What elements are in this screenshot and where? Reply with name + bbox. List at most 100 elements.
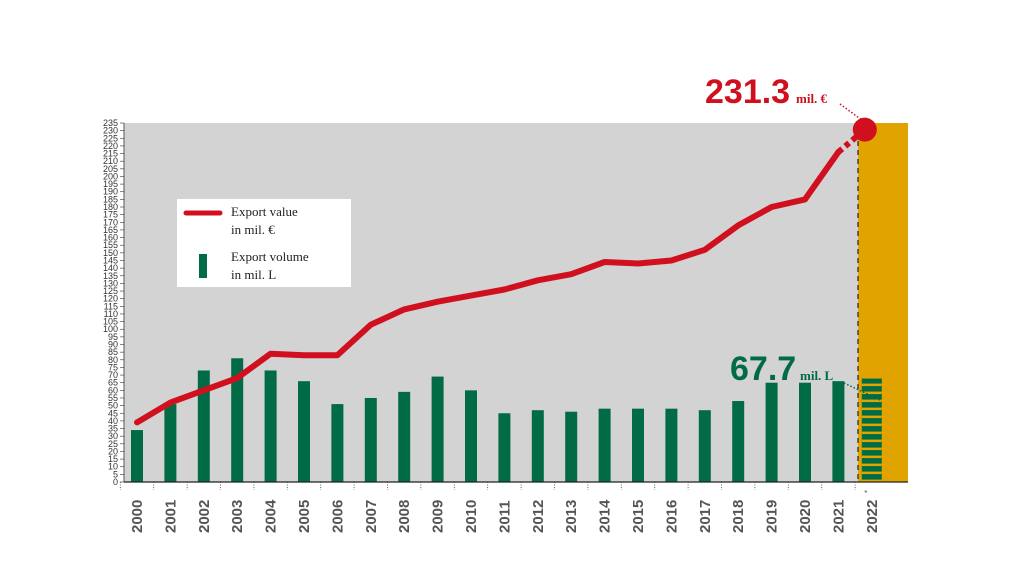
x-tick-label-2009: 2009	[430, 500, 447, 533]
bar-stripe	[861, 463, 882, 467]
axes-layer: 0510152025303540455055606570758085909510…	[103, 118, 908, 533]
x-tick-label-2021: 2021	[830, 500, 847, 533]
y-tick-label: 15	[108, 454, 118, 464]
bar-2006	[331, 404, 344, 482]
x-tick-label-2015: 2015	[630, 500, 647, 533]
bar-2018	[732, 401, 745, 482]
x-tick-label-2018: 2018	[730, 500, 747, 533]
x-tick-label-2006: 2006	[329, 500, 346, 533]
y-tick-label: 65	[108, 378, 118, 388]
x-tick-label-2014: 2014	[597, 499, 614, 533]
bar-stripe	[861, 447, 882, 451]
bar-2010	[465, 390, 477, 482]
y-tick-label: 60	[108, 385, 118, 395]
bar-2005	[298, 381, 310, 482]
bar-2019	[765, 382, 778, 482]
bar-2017	[698, 410, 711, 482]
x-tick-label-2013: 2013	[563, 500, 580, 533]
x-tick-label-2002: 2002	[196, 500, 213, 533]
bar-2008	[398, 391, 411, 482]
bar-stripe	[861, 415, 882, 419]
bar-stripe	[861, 479, 882, 483]
legend-bar-swatch	[199, 254, 207, 278]
y-tick-label: 105	[103, 317, 118, 327]
x-tick-label-2022: 2022	[864, 500, 881, 533]
bar-2021	[832, 381, 845, 482]
y-tick-label: 85	[108, 347, 118, 357]
bar-2004	[264, 370, 277, 482]
x-tick-label-2012: 2012	[530, 500, 547, 533]
bar-2003	[231, 358, 244, 482]
y-tick-label: 55	[108, 393, 118, 403]
y-tick-label: 190	[103, 187, 118, 197]
bar-2020	[799, 382, 811, 482]
bar-2001	[164, 404, 177, 482]
y-tick-label: 230	[103, 126, 118, 136]
bar-2011	[498, 413, 511, 482]
y-tick-label: 130	[103, 278, 118, 288]
y-tick-label: 215	[103, 149, 118, 159]
y-tick-label: 30	[108, 431, 118, 441]
y-tick-label: 135	[103, 271, 118, 281]
y-tick-label: 185	[103, 194, 118, 204]
bar-stripe	[861, 423, 882, 427]
y-tick-label: 220	[103, 141, 118, 151]
bars-layer	[131, 358, 882, 483]
bar-2013	[565, 411, 578, 482]
y-tick-label: 195	[103, 179, 118, 189]
y-tick-label: 50	[108, 401, 118, 411]
x-tick-label-2010: 2010	[463, 500, 480, 533]
y-tick-label: 150	[103, 248, 118, 258]
bar-2000	[131, 430, 143, 482]
y-tick-label: 165	[103, 225, 118, 235]
bar-stripe	[861, 471, 882, 475]
y-tick-label: 205	[103, 164, 118, 174]
bar-2014	[598, 408, 611, 482]
y-tick-label: 170	[103, 217, 118, 227]
bar-stripe	[861, 431, 882, 435]
y-tick-label: 95	[108, 332, 118, 342]
bar-stripe	[861, 407, 882, 411]
x-tick-label-2001: 2001	[162, 500, 179, 533]
bar-2015	[632, 408, 644, 482]
legend: Export value in mil. € Export volume in mil…	[177, 199, 351, 287]
y-tick-label: 110	[104, 309, 118, 319]
y-tick-label: 210	[103, 156, 118, 166]
callout-value-leader	[839, 103, 871, 127]
y-tick-label: 70	[108, 370, 118, 380]
x-tick-label-2003: 2003	[229, 500, 246, 533]
y-tick-label: 115	[104, 301, 118, 311]
x-tick-label-2007: 2007	[363, 500, 380, 533]
point-2022-value	[852, 117, 877, 142]
y-tick-label: 35	[108, 424, 118, 434]
y-tick-label: 225	[103, 133, 118, 143]
y-tick-label: 0	[113, 477, 118, 487]
bar-stripe	[861, 383, 882, 387]
bar-2016	[665, 408, 678, 482]
y-tick-label: 25	[108, 439, 118, 449]
bar-stripe	[861, 391, 882, 395]
callouts-layer: 231.3 mil. € 67.7 mil. L	[705, 73, 881, 401]
line-layer	[134, 117, 877, 426]
x-tick-asterisk: *	[864, 489, 867, 498]
y-tick-label: 120	[103, 294, 118, 304]
bar-2009	[431, 376, 444, 482]
y-tick-label: 100	[103, 324, 118, 334]
x-tick-label-2019: 2019	[764, 500, 781, 533]
y-tick-label: 45	[108, 408, 118, 418]
legend-line-label-unit: in mil. €	[231, 222, 275, 237]
legend-bar-label-unit: in mil. L	[231, 267, 276, 282]
y-tick-label: 20	[108, 446, 118, 456]
y-tick-label: 40	[108, 416, 118, 426]
y-tick-label: 5	[113, 469, 118, 479]
x-tick-label-2008: 2008	[396, 500, 413, 533]
y-tick-label: 145	[103, 255, 118, 265]
y-tick-label: 90	[108, 340, 118, 350]
bar-2002	[197, 370, 210, 482]
y-tick-label: 160	[103, 233, 118, 243]
y-tick-label: 125	[103, 286, 118, 296]
y-tick-label: 155	[103, 240, 118, 250]
callout-value-2022: 231.3	[705, 73, 790, 111]
